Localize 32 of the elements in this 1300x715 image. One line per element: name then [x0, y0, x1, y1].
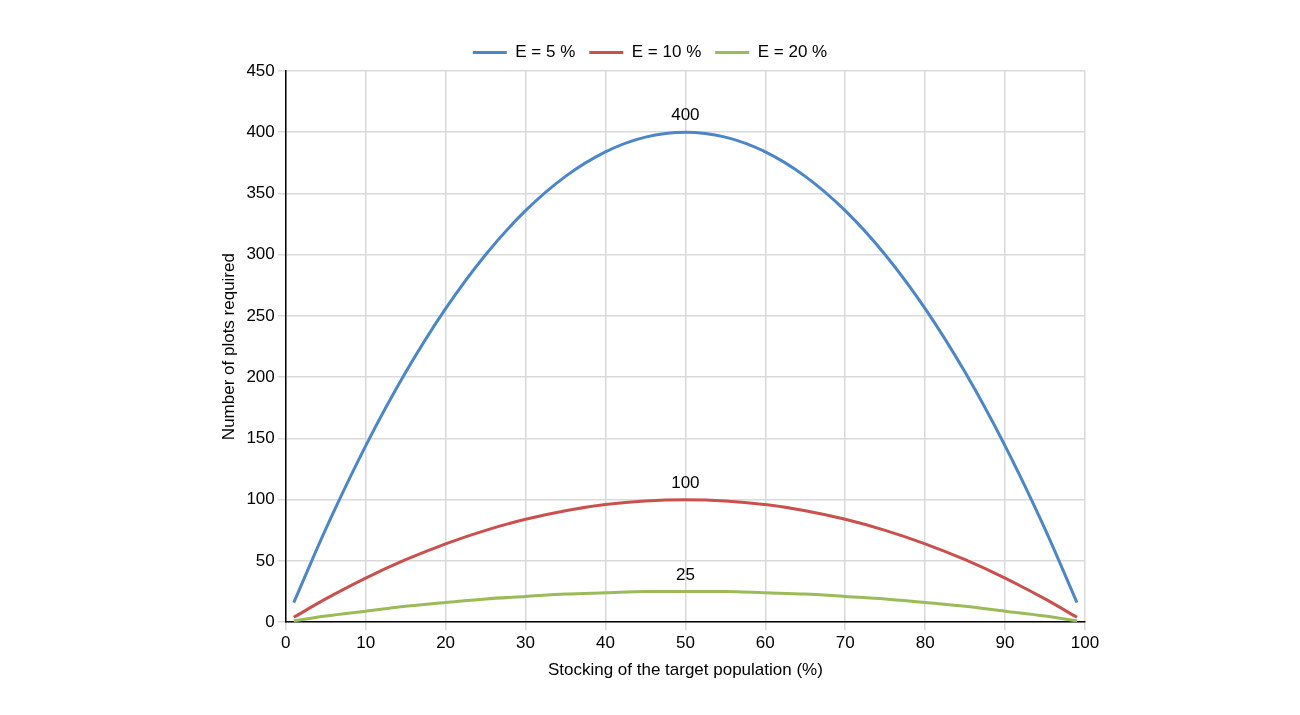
x-tick-label: 90 — [995, 633, 1015, 653]
x-tick-label: 100 — [1070, 633, 1100, 653]
y-tick-label: 0 — [265, 611, 275, 631]
x-tick-label: 0 — [281, 633, 291, 653]
y-tick-label: 350 — [246, 183, 275, 203]
data-label: 100 — [671, 472, 700, 492]
y-tick-label: 50 — [255, 550, 275, 570]
x-tick-label: 10 — [356, 633, 376, 653]
y-tick-label: 250 — [246, 305, 275, 325]
y-tick-label: 400 — [246, 121, 275, 141]
y-tick-label: 150 — [246, 428, 275, 448]
line-series — [292, 130, 1079, 605]
legend-label: E = 10 % — [631, 42, 702, 62]
y-tick-label: 100 — [246, 489, 275, 509]
line-series — [292, 590, 1079, 623]
y-tick-label: 300 — [246, 244, 275, 264]
x-tick-label: 80 — [915, 633, 935, 653]
y-tick-label: 450 — [246, 60, 275, 80]
legend-label: E = 5 % — [515, 42, 576, 62]
legend-label: E = 20 % — [757, 42, 828, 62]
y-tick-label: 200 — [246, 366, 275, 386]
x-tick-label: 40 — [596, 633, 615, 653]
x-tick-label: 50 — [675, 633, 695, 653]
y-axis-title: Number of plots required — [218, 253, 238, 441]
x-tick-label: 20 — [436, 633, 456, 653]
x-axis-title: Stocking of the target population (%) — [547, 660, 823, 680]
data-label: 400 — [671, 105, 700, 125]
data-label: 25 — [675, 564, 695, 584]
line-series — [292, 498, 1079, 619]
x-tick-label: 60 — [755, 633, 775, 653]
x-tick-label: 70 — [835, 633, 855, 653]
x-tick-label: 30 — [516, 633, 535, 653]
